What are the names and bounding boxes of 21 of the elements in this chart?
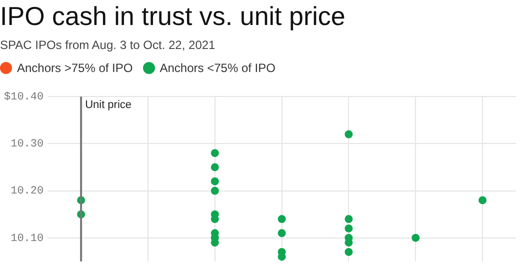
point bbox=[344, 215, 353, 224]
y-tick-label: 10.20 bbox=[10, 186, 44, 198]
chart-title: IPO cash in trust vs. unit price bbox=[0, 0, 346, 32]
legend-label: Anchors <75% of IPO bbox=[160, 61, 276, 75]
point bbox=[412, 234, 420, 242]
point bbox=[344, 130, 353, 138]
y-axis-title: Unit price bbox=[85, 99, 132, 112]
point bbox=[478, 196, 487, 204]
point bbox=[278, 229, 286, 238]
point bbox=[210, 163, 219, 172]
point bbox=[210, 186, 219, 195]
y-tick-label: $10.40 bbox=[4, 92, 44, 104]
point bbox=[210, 149, 219, 158]
point bbox=[278, 215, 286, 224]
point bbox=[344, 224, 353, 232]
chart-subtitle: SPAC IPOs from Aug. 3 to Oct. 22, 2021 bbox=[0, 38, 216, 52]
legend-label: Anchors >75% of IPO bbox=[17, 61, 133, 75]
point bbox=[210, 177, 219, 186]
point bbox=[344, 248, 353, 256]
y-tick-label: 10.10 bbox=[10, 232, 44, 245]
y-tick-label: 10.30 bbox=[10, 138, 44, 151]
